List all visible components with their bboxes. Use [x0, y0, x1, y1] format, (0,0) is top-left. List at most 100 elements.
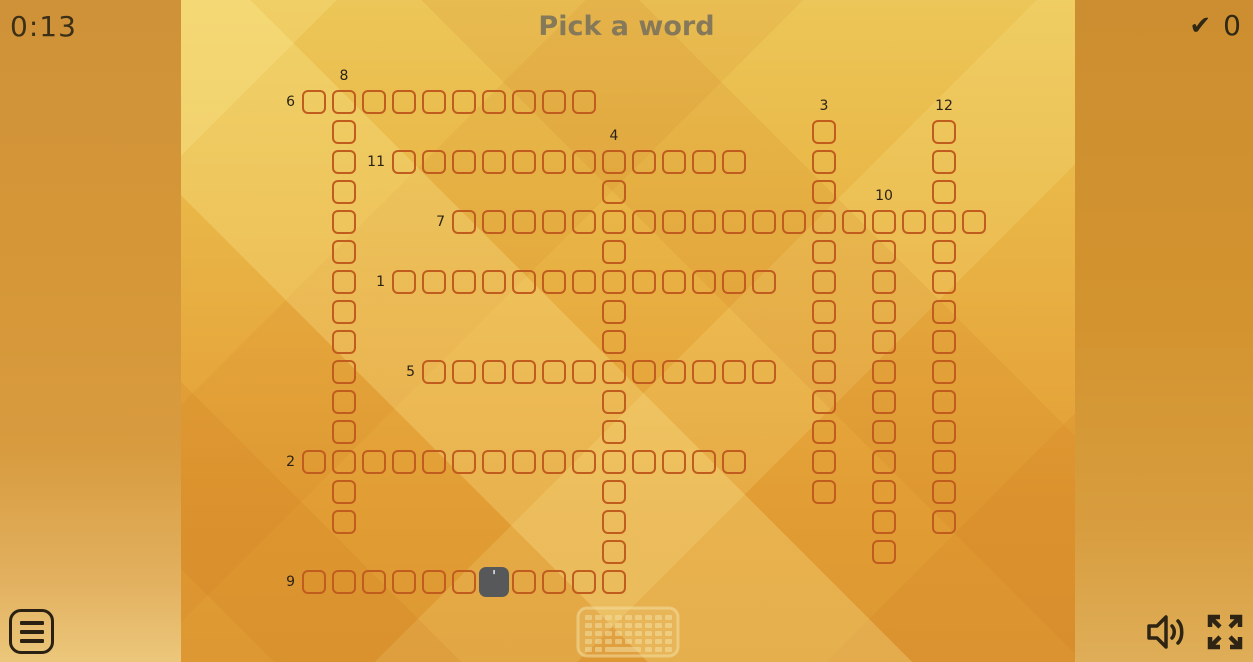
grid-cell[interactable]	[332, 270, 356, 294]
grid-cell[interactable]	[722, 360, 746, 384]
grid-cell[interactable]	[872, 270, 896, 294]
grid-cell[interactable]	[692, 360, 716, 384]
grid-cell[interactable]	[782, 210, 806, 234]
menu-button[interactable]	[9, 609, 54, 654]
grid-cell[interactable]	[872, 330, 896, 354]
grid-cell[interactable]	[722, 210, 746, 234]
grid-cell[interactable]	[302, 450, 326, 474]
grid-cell[interactable]	[632, 270, 656, 294]
grid-cell[interactable]	[392, 90, 416, 114]
grid-cell[interactable]	[602, 240, 626, 264]
grid-cell[interactable]	[662, 360, 686, 384]
grid-cell[interactable]	[812, 120, 836, 144]
grid-cell[interactable]	[812, 300, 836, 324]
grid-cell[interactable]	[482, 360, 506, 384]
grid-cell[interactable]	[332, 420, 356, 444]
grid-cell[interactable]	[332, 210, 356, 234]
grid-cell[interactable]	[572, 90, 596, 114]
grid-cell[interactable]	[572, 570, 596, 594]
grid-cell[interactable]	[572, 150, 596, 174]
grid-cell[interactable]	[902, 210, 926, 234]
grid-cell[interactable]	[482, 270, 506, 294]
grid-cell[interactable]	[332, 450, 356, 474]
grid-cell[interactable]	[602, 300, 626, 324]
grid-cell[interactable]	[872, 480, 896, 504]
grid-cell[interactable]	[422, 450, 446, 474]
grid-cell[interactable]	[452, 210, 476, 234]
grid-cell[interactable]	[812, 450, 836, 474]
grid-cell[interactable]	[452, 270, 476, 294]
grid-cell[interactable]	[512, 270, 536, 294]
fullscreen-button[interactable]	[1203, 610, 1247, 654]
grid-cell[interactable]	[812, 420, 836, 444]
grid-cell[interactable]	[572, 360, 596, 384]
grid-cell[interactable]	[452, 150, 476, 174]
grid-cell[interactable]	[482, 90, 506, 114]
grid-cell[interactable]	[602, 450, 626, 474]
grid-cell[interactable]	[932, 210, 956, 234]
grid-cell[interactable]	[482, 450, 506, 474]
grid-cell[interactable]	[812, 150, 836, 174]
grid-cell[interactable]	[332, 150, 356, 174]
grid-cell[interactable]	[752, 270, 776, 294]
grid-cell[interactable]	[692, 210, 716, 234]
grid-cell[interactable]	[512, 570, 536, 594]
grid-cell[interactable]	[542, 150, 566, 174]
grid-cell[interactable]	[932, 390, 956, 414]
grid-cell[interactable]	[932, 480, 956, 504]
grid-cell[interactable]	[512, 90, 536, 114]
grid-cell[interactable]	[752, 360, 776, 384]
grid-cell[interactable]	[542, 270, 566, 294]
grid-cell[interactable]	[482, 150, 506, 174]
grid-cell[interactable]	[602, 540, 626, 564]
grid-cell[interactable]	[812, 360, 836, 384]
grid-cell[interactable]	[812, 240, 836, 264]
grid-cell[interactable]	[302, 570, 326, 594]
grid-cell[interactable]	[932, 420, 956, 444]
grid-cell[interactable]	[872, 210, 896, 234]
sound-button[interactable]	[1144, 611, 1188, 653]
grid-cell[interactable]	[632, 360, 656, 384]
grid-cell[interactable]	[362, 570, 386, 594]
grid-cell[interactable]	[572, 270, 596, 294]
grid-cell[interactable]	[512, 360, 536, 384]
grid-cell[interactable]	[632, 150, 656, 174]
grid-cell[interactable]	[692, 270, 716, 294]
grid-cell[interactable]	[392, 450, 416, 474]
grid-cell[interactable]	[392, 570, 416, 594]
grid-cell[interactable]	[542, 360, 566, 384]
grid-cell[interactable]	[932, 300, 956, 324]
grid-cell[interactable]	[602, 180, 626, 204]
grid-cell[interactable]	[932, 450, 956, 474]
grid-cell[interactable]	[722, 150, 746, 174]
grid-cell[interactable]	[512, 450, 536, 474]
grid-cell[interactable]	[662, 210, 686, 234]
grid-cell[interactable]	[452, 450, 476, 474]
grid-cell[interactable]	[362, 90, 386, 114]
grid-cell[interactable]	[872, 540, 896, 564]
grid-cell[interactable]	[602, 480, 626, 504]
grid-cell[interactable]	[332, 360, 356, 384]
grid-cell[interactable]	[812, 270, 836, 294]
grid-cell[interactable]	[932, 180, 956, 204]
grid-cell[interactable]	[932, 360, 956, 384]
grid-cell[interactable]	[602, 150, 626, 174]
grid-cell[interactable]	[542, 570, 566, 594]
grid-cell[interactable]	[872, 300, 896, 324]
grid-cell[interactable]	[872, 420, 896, 444]
grid-cell[interactable]	[542, 450, 566, 474]
grid-cell[interactable]	[602, 510, 626, 534]
grid-cell[interactable]	[422, 90, 446, 114]
grid-cell[interactable]	[572, 450, 596, 474]
grid-cell[interactable]	[602, 330, 626, 354]
grid-cell[interactable]	[332, 180, 356, 204]
grid-cell[interactable]	[332, 480, 356, 504]
grid-cell[interactable]	[332, 510, 356, 534]
grid-cell[interactable]	[512, 150, 536, 174]
grid-cell[interactable]	[512, 210, 536, 234]
grid-cell[interactable]	[332, 300, 356, 324]
grid-cell[interactable]	[392, 270, 416, 294]
grid-cell[interactable]	[842, 210, 866, 234]
grid-cell[interactable]	[632, 450, 656, 474]
grid-cell[interactable]	[332, 390, 356, 414]
